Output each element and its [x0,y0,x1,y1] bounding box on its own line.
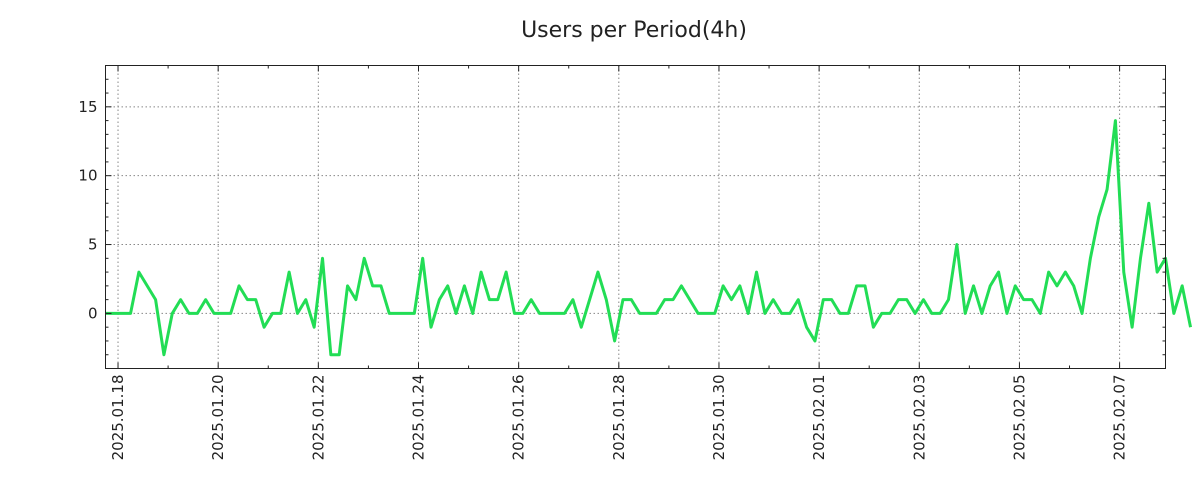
x-tick-label: 2025.02.03 [910,375,928,461]
x-tick-label: 2025.02.01 [810,375,828,461]
x-tick-label: 2025.01.24 [409,375,427,461]
series-line-users [105,119,1193,357]
x-axis-labels: 2025.01.18 2025.01.20 2025.01.22 2025.01.24… [109,375,1129,461]
plot-frame [105,65,1166,369]
x-tick-label: 2025.01.28 [610,375,628,461]
x-tick-label: 2025.01.20 [209,375,227,461]
y-tick-label: 15 [78,98,97,116]
y-tick-label: 10 [78,167,97,185]
y-axis-labels: 0 5 10 15 [78,98,97,323]
x-tick-label: 2025.01.26 [510,375,528,461]
tick-layer [105,65,1166,369]
x-tick-label: 2025.02.05 [1010,375,1028,461]
x-tick-label: 2025.01.22 [309,375,327,461]
x-tick-label: 2025.02.07 [1111,375,1129,461]
y-tick-label: 0 [88,304,98,322]
grid-layer [105,65,1166,369]
chart-title: Users per Period(4h) [521,18,747,43]
y-tick-label: 5 [88,236,98,254]
x-tick-label: 2025.01.30 [710,375,728,461]
x-tick-label: 2025.01.18 [109,375,127,461]
series-layer [105,119,1193,357]
